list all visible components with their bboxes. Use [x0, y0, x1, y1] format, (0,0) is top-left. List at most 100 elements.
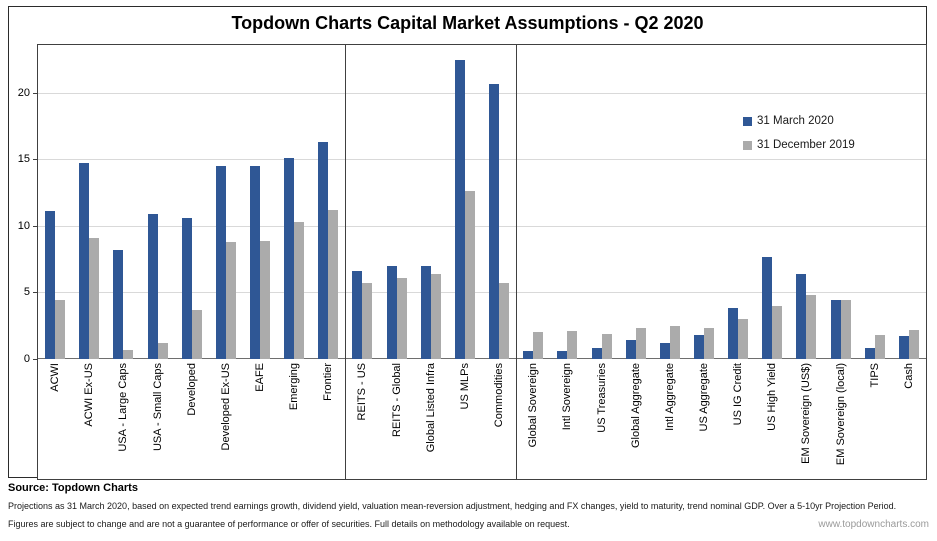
- y-axis-tick-label: 5: [23, 286, 30, 299]
- y-axis-tick: [33, 359, 38, 360]
- y-axis-tick: [33, 92, 38, 94]
- y-axis-tick-label: 15: [17, 153, 30, 166]
- legend-label: 31 December 2019: [757, 139, 855, 151]
- bar: [215, 166, 226, 359]
- legend-label: 31 March 2020: [757, 115, 834, 127]
- x-axis-label: REITS - US: [356, 363, 369, 421]
- methodology-note: Projections as 31 March 2020, based on e…: [8, 501, 897, 511]
- bar: [874, 335, 885, 359]
- x-axis-label: US IG Credit: [732, 363, 745, 426]
- footer-row: Figures are subject to change and are no…: [8, 519, 929, 530]
- bar: [55, 300, 66, 359]
- legend-swatch-icon: [743, 116, 752, 126]
- x-axis-label: Global Sovereign: [527, 363, 540, 448]
- x-axis-label: US Treasuries: [595, 363, 608, 433]
- website-text: www.topdowncharts.com: [818, 519, 929, 530]
- bar: [625, 340, 636, 359]
- y-axis-tick-label: 20: [17, 86, 30, 99]
- y-axis-tick: [33, 292, 38, 294]
- bar: [489, 83, 500, 359]
- bar: [830, 300, 841, 359]
- section-divider: [516, 45, 518, 479]
- source-note: Source: Topdown Charts: [8, 482, 138, 494]
- x-axis-label: EM Sovereign (US$): [800, 363, 813, 464]
- bar: [113, 249, 124, 359]
- bar: [45, 211, 56, 359]
- bar: [533, 332, 544, 359]
- bar: [147, 213, 158, 359]
- y-axis-tick: [33, 225, 38, 227]
- bar: [669, 325, 680, 359]
- bar: [796, 273, 807, 359]
- bar: [181, 217, 192, 359]
- bar: [352, 271, 363, 359]
- x-axis-label: USA - Small Caps: [151, 363, 164, 452]
- gridline: [38, 92, 926, 94]
- section-divider: [345, 45, 347, 479]
- y-axis-tick: [33, 159, 38, 161]
- x-axis-label: EM Sovereign (local): [834, 363, 847, 466]
- bar: [420, 265, 431, 359]
- bar: [591, 348, 602, 359]
- x-axis-label: ACWI Ex-US: [83, 363, 96, 427]
- bar: [806, 295, 817, 359]
- bar: [738, 319, 749, 359]
- bar: [908, 329, 919, 359]
- x-axis-label: Commodities: [493, 363, 506, 428]
- x-axis-label: Global Listed Infra: [424, 363, 437, 453]
- bar: [284, 158, 295, 359]
- x-axis-label: USA - Large Caps: [117, 363, 130, 452]
- bar: [659, 343, 670, 359]
- bar: [523, 351, 534, 359]
- plot-area: 0 5 10 15 20 ACWI ACWI Ex-US USA - Large Caps US…: [18, 44, 927, 480]
- bar: [294, 221, 305, 359]
- bar: [728, 308, 739, 359]
- x-axis-label: Intl Aggregate: [663, 363, 676, 431]
- bar: [191, 309, 202, 359]
- bar: [635, 328, 646, 359]
- bar: [499, 283, 510, 359]
- gridline: [38, 225, 926, 227]
- x-axis-label: REITS - Global: [390, 363, 403, 437]
- bar: [840, 300, 851, 359]
- disclaimer-note: Figures are subject to change and are no…: [8, 519, 570, 529]
- x-axis-label: EAFE: [254, 363, 266, 392]
- x-axis-label: Developed Ex-US: [219, 363, 232, 451]
- x-axis-label: US High Yield: [766, 363, 779, 431]
- bar: [567, 331, 578, 359]
- x-axis-label: US Aggregate: [698, 363, 710, 432]
- y-axis-tick-label: 0: [23, 353, 30, 365]
- bar: [386, 265, 397, 359]
- bar: [430, 273, 441, 359]
- x-axis-label: US MLPs: [458, 363, 471, 410]
- bar: [250, 166, 260, 359]
- bar: [704, 328, 714, 359]
- bar: [396, 277, 407, 359]
- bar: [225, 241, 236, 359]
- chart-title: Topdown Charts Capital Market Assumption…: [231, 13, 704, 33]
- bar: [260, 240, 270, 359]
- bar: [694, 335, 704, 359]
- x-axis-label: ACWI: [49, 363, 62, 392]
- x-axis-label: Intl Sovereign: [561, 363, 574, 431]
- bar: [157, 343, 168, 359]
- bar: [89, 237, 100, 359]
- x-axis-line: [38, 358, 926, 359]
- x-axis-label: Cash: [902, 363, 915, 389]
- bar: [557, 351, 568, 359]
- bar: [772, 305, 783, 359]
- legend-item: 31 March 2020: [743, 109, 855, 133]
- gridline: [38, 292, 926, 294]
- x-axis-label: TIPS: [868, 363, 881, 388]
- bar: [464, 191, 475, 359]
- bar: [898, 336, 909, 359]
- bar: [864, 348, 875, 359]
- bar: [362, 283, 373, 359]
- bar: [328, 209, 339, 359]
- bar: [762, 256, 773, 359]
- bar: [123, 349, 134, 359]
- bar: [79, 163, 90, 359]
- gridline: [38, 159, 926, 161]
- y-axis-tick-label: 10: [17, 219, 30, 232]
- x-axis-label: Emerging: [288, 363, 301, 411]
